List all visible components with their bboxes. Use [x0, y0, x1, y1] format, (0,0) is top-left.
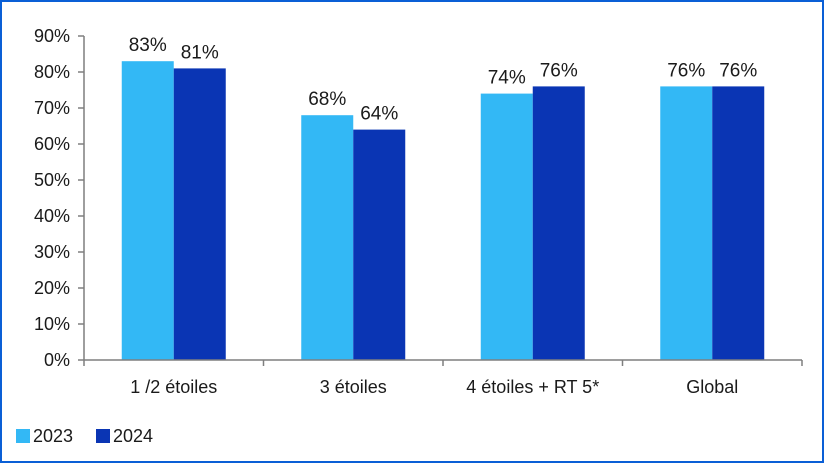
bar-2023	[301, 115, 354, 360]
bar-2024	[173, 68, 226, 361]
x-category-label: 4 étoiles + RT 5*	[466, 377, 599, 397]
y-tick-label: 50%	[34, 170, 70, 190]
data-label: 64%	[360, 104, 398, 125]
y-tick-label: 60%	[34, 134, 70, 154]
bar-2023	[480, 93, 533, 360]
bar-2024	[353, 129, 406, 360]
y-tick-label: 0%	[44, 350, 70, 370]
y-tick-label: 90%	[34, 26, 70, 46]
data-label: 83%	[129, 35, 167, 56]
legend-swatch-2024	[96, 429, 110, 443]
bar-2023	[121, 61, 174, 360]
y-axis: 0% 10% 20% 30% 40% 50% 60% 70% 80% 90%	[34, 26, 85, 370]
bar-2024	[532, 86, 585, 361]
data-label: 76%	[719, 60, 757, 81]
data-label: 76%	[667, 60, 705, 81]
data-label: 81%	[181, 42, 219, 63]
x-axis: 1 /2 étoiles 3 étoiles 4 étoiles + RT 5* Gl…	[83, 359, 803, 397]
bar-2023	[660, 86, 713, 361]
data-label: 76%	[540, 60, 578, 81]
data-label: 74%	[488, 68, 526, 89]
x-category-label: 1 /2 étoiles	[130, 377, 217, 397]
bar-2024	[712, 86, 765, 361]
legend-label: 2023	[33, 426, 73, 446]
legend-label: 2024	[113, 426, 153, 446]
y-tick-label: 30%	[34, 242, 70, 262]
x-category-label: Global	[686, 377, 738, 397]
y-tick-label: 70%	[34, 98, 70, 118]
y-tick-label: 40%	[34, 206, 70, 226]
y-tick-label: 10%	[34, 314, 70, 334]
y-tick-label: 20%	[34, 278, 70, 298]
x-category-label: 3 étoiles	[320, 377, 387, 397]
legend-swatch-2023	[16, 429, 30, 443]
y-tick-label: 80%	[34, 62, 70, 82]
legend: 2023 2024	[16, 426, 153, 446]
bars: 83% 81% 68% 64% 74% 76% 76% 76%	[121, 35, 765, 361]
data-label: 68%	[308, 89, 346, 110]
